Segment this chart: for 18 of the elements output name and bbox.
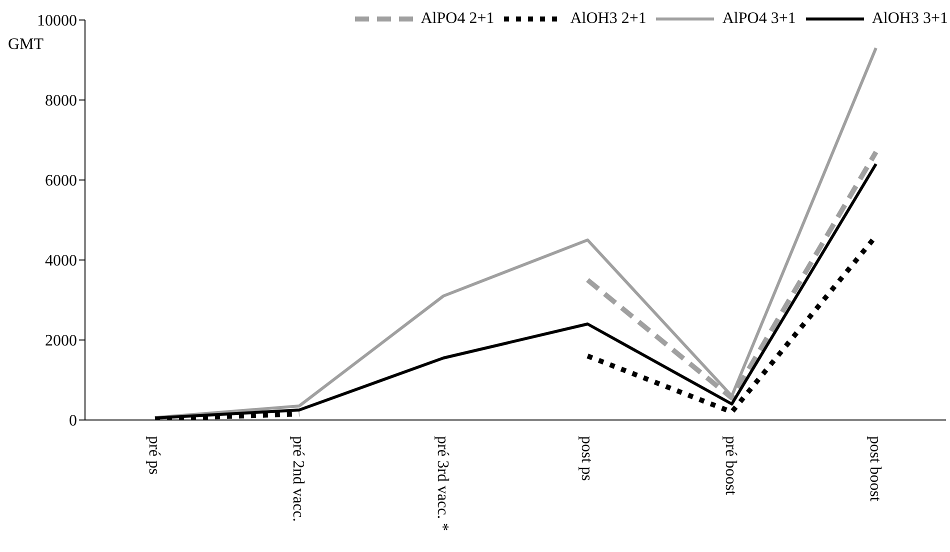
legend-label: AlPO4 3+1 [722,10,796,28]
y-tick-label: 4000 [45,252,77,270]
x-tick-label: pré boost [722,436,740,496]
x-tick-label: post boost [866,436,884,502]
y-tick-label: 0 [69,412,77,430]
legend-label: AlOH3 2+1 [570,10,646,28]
y-tick-label: 10000 [37,12,77,30]
x-tick-label: pré 3rd vacc. * [434,436,451,532]
y-axis-title: GMT [8,36,44,54]
y-tick-label: 8000 [45,92,77,110]
line-series [154,46,878,420]
y-tick-label: 2000 [45,332,77,350]
x-tick-label: pré ps [145,436,162,475]
x-tick-label: post ps [578,436,595,481]
legend-label: AlOH3 3+1 [872,10,948,28]
y-tick-label: 6000 [45,172,77,190]
x-tick-label: pré 2nd vacc. [290,436,307,522]
legend-label: AlPO4 2+1 [420,10,494,28]
